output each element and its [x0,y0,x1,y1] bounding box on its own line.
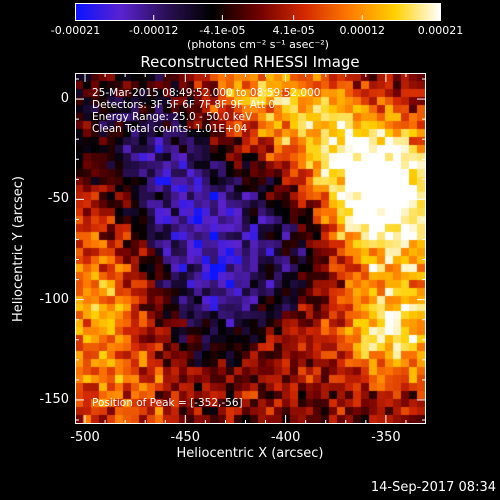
colorbar-tick-label: -0.00012 [128,24,179,37]
y-axis-label: Heliocentric Y (arcsec) [11,176,26,322]
x-axis-label: Heliocentric X (arcsec) [176,446,324,461]
colorbar-tick-label: 4.1e-05 [272,24,315,37]
x-tick-label: -500 [70,430,100,445]
colorbar [75,3,441,21]
heatmap-image [76,74,425,423]
axis-ticks [75,73,426,424]
colorbar-tick-label: -4.1e-05 [199,24,246,37]
chart-title: Reconstructed RHESSI Image [140,53,360,71]
y-tick-label: -50 [47,191,69,207]
x-tick-label: -450 [170,430,201,445]
colorbar-tick-label: -0.00021 [50,24,101,37]
colorbar-tick-label: 0.00021 [417,24,464,37]
energy-range-text: Energy Range: 25.0 - 50.0 keV [92,111,253,123]
time-range-text: 25-Mar-2015 08:49:52.000 to 08:59:52.000 [92,87,321,99]
clean-counts-text: Clean Total counts: 1.01E+04 [92,123,248,135]
y-tick-label: 0 [60,91,69,107]
x-tick-label: -400 [270,430,301,445]
y-tick-label: -150 [39,391,69,407]
x-tick-label: -350 [371,430,401,445]
colorbar-tick-label: 0.00012 [339,24,386,37]
y-tick-label: -100 [39,291,69,307]
colorbar-unit-label: (photons cm⁻² s⁻¹ asec⁻²) [187,38,329,51]
detectors-text: Detectors: 3F 5F 6F 7F 8F 9F, Att 0 [92,99,276,111]
plot-frame [75,73,426,424]
footer-timestamp: 14-Sep-2017 08:34 [370,480,496,495]
peak-position-text: Position of Peak = [-352,-56] [92,397,243,409]
